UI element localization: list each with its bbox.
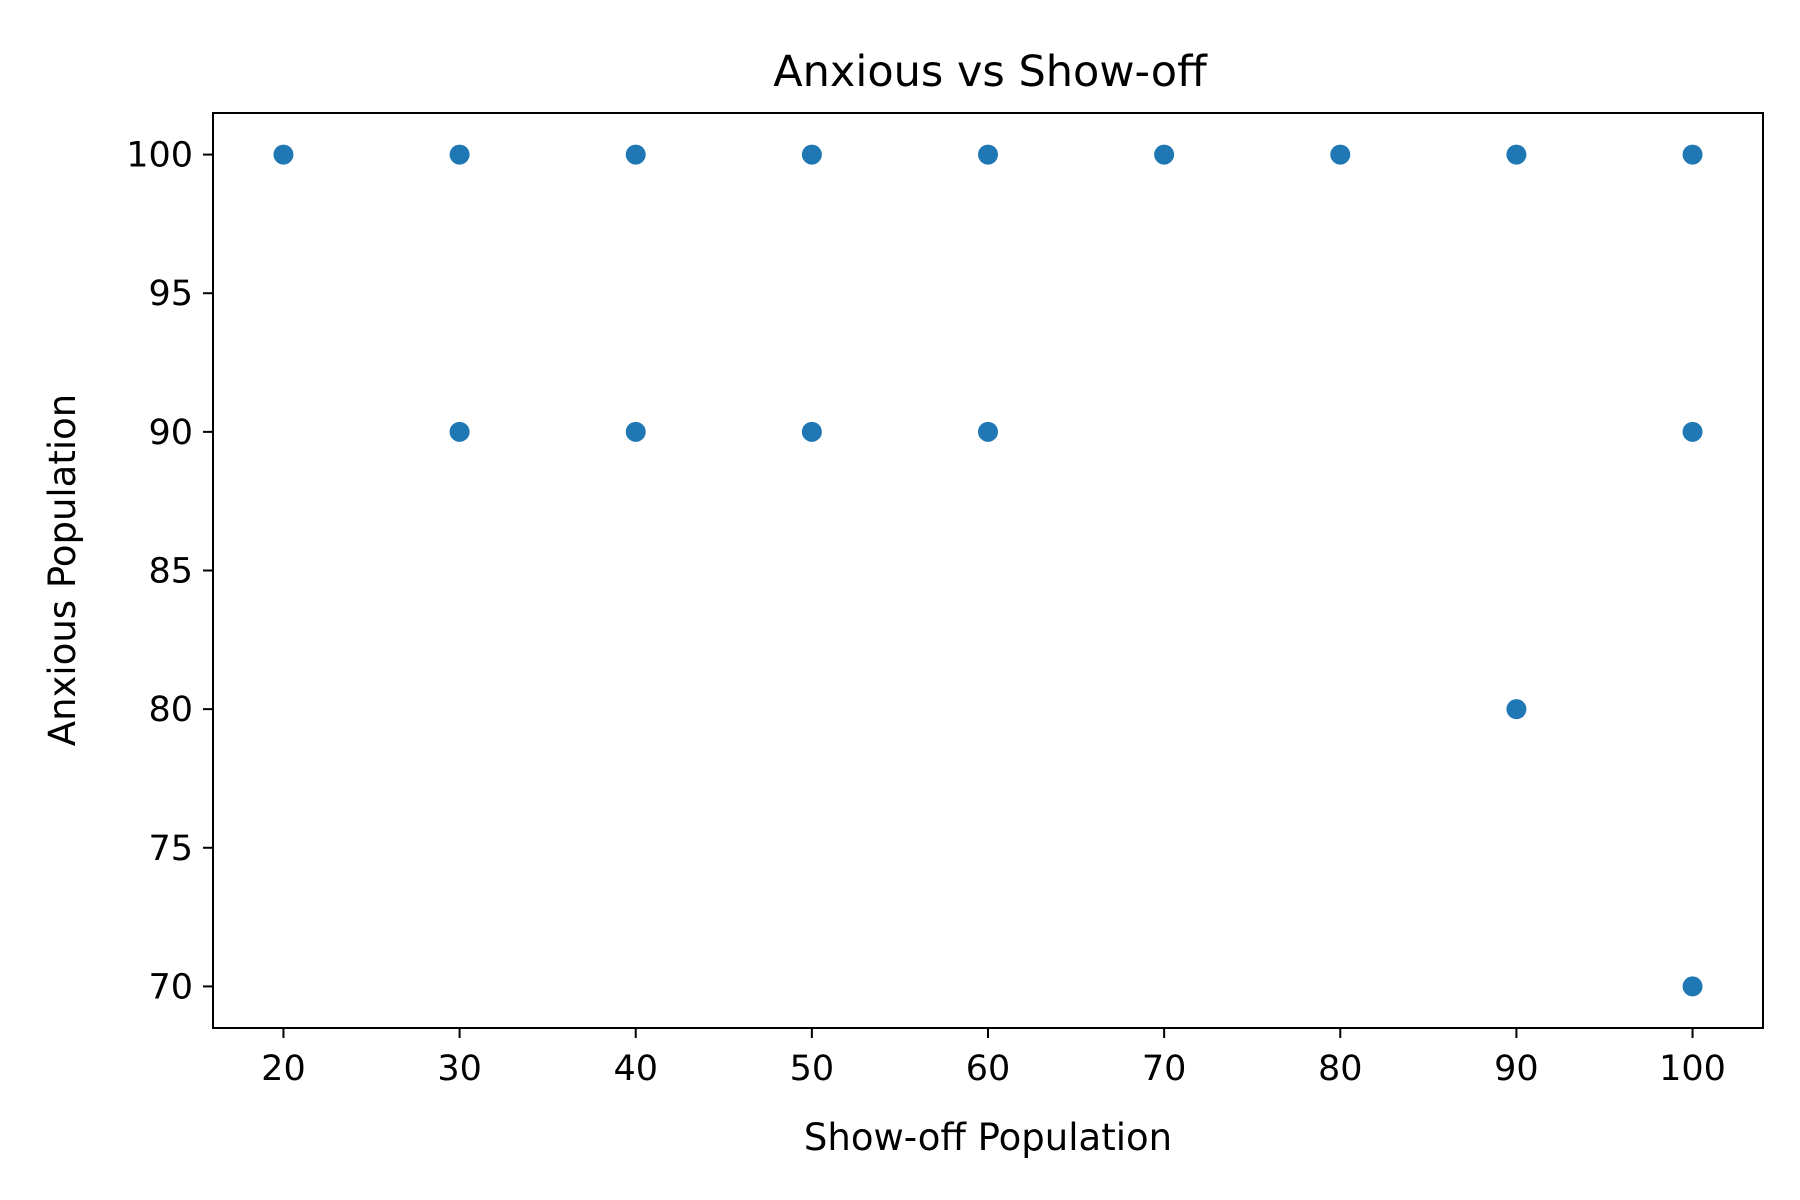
scatter-point: [1506, 699, 1527, 720]
scatter-point: [1682, 421, 1703, 442]
x-tick-label: 90: [1494, 1049, 1539, 1089]
scatter-point: [1154, 144, 1175, 165]
scatter-point: [1506, 144, 1527, 165]
x-tick-label: 60: [966, 1049, 1011, 1089]
scatter-point: [1682, 976, 1703, 997]
x-tick-label: 70: [1142, 1049, 1187, 1089]
scatter-point: [1330, 144, 1351, 165]
scatter-point: [273, 144, 294, 165]
x-tick-label: 80: [1318, 1049, 1363, 1089]
data-points: [273, 144, 1703, 997]
y-axis-label: Anxious Population: [41, 394, 84, 746]
x-tick-label: 100: [1659, 1049, 1726, 1089]
plot-area-frame: [212, 112, 1764, 1029]
y-tick-label: 95: [148, 274, 193, 314]
scatter-point: [978, 144, 998, 165]
y-tick-label: 90: [148, 413, 193, 453]
scatter-point: [801, 144, 822, 165]
scatter-point: [449, 421, 470, 442]
x-tick-label: 50: [790, 1049, 835, 1089]
y-axis-ticks: 70 75 80 85 90 95 100: [126, 136, 213, 1007]
y-tick-label: 80: [148, 690, 193, 730]
scatter-point: [625, 421, 646, 442]
chart-title: Anxious vs Show-off: [773, 47, 1208, 97]
x-axis-label: Show-off Population: [804, 1116, 1172, 1159]
x-tick-label: 20: [261, 1049, 306, 1089]
scatter-point: [978, 421, 998, 442]
scatter-point: [625, 144, 646, 165]
y-tick-label: 85: [148, 552, 193, 592]
y-tick-label: 70: [148, 967, 193, 1007]
scatter-point: [449, 144, 470, 165]
x-tick-label: 30: [437, 1049, 482, 1089]
scatter-point: [801, 421, 822, 442]
x-axis-ticks: 20 30 40 50 60 70 80 90 100: [261, 1028, 1726, 1089]
y-tick-label: 100: [126, 136, 193, 176]
scatter-point: [1682, 144, 1703, 165]
y-tick-label: 75: [148, 829, 193, 869]
x-tick-label: 40: [613, 1049, 658, 1089]
